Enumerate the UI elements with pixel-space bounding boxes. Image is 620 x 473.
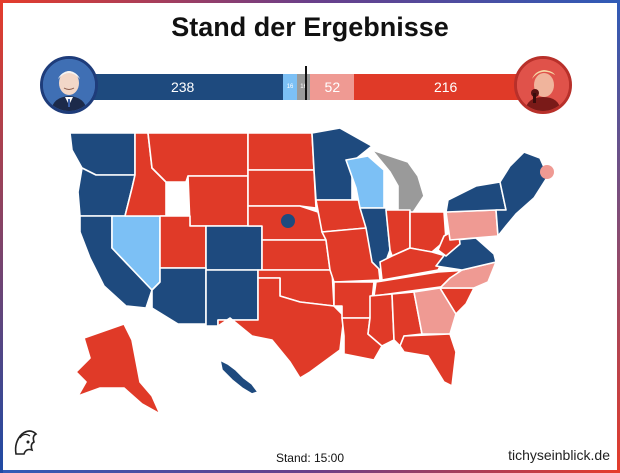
state-az — [151, 267, 207, 325]
state-ky — [379, 247, 447, 281]
dem-leaning-label: 16 — [286, 84, 294, 90]
us-election-map — [69, 127, 554, 415]
dem-called-label: 238 — [170, 79, 195, 95]
rep-leaning-label: 52 — [324, 79, 341, 95]
frame-right — [617, 0, 620, 473]
state-ny — [445, 181, 507, 213]
state-nd — [247, 132, 315, 171]
tichys-einblick-logo — [8, 424, 42, 463]
rep-called-segment: 216 — [354, 74, 537, 100]
rep-called-label: 216 — [433, 79, 458, 95]
state-fl — [399, 333, 457, 387]
dem-leaning-segment: 16 — [283, 74, 297, 100]
state-pa — [445, 209, 499, 241]
ne-district-marker — [281, 214, 295, 228]
timestamp-label: Stand: 15:00 — [275, 451, 345, 465]
state-ms — [367, 293, 395, 347]
state-co — [205, 225, 263, 271]
state-wa — [69, 132, 136, 176]
frame-left — [0, 0, 3, 473]
frame-bottom — [0, 470, 620, 473]
state-hi — [219, 359, 259, 395]
electoral-tally-bar: 238 16 16 52 216 — [82, 74, 537, 100]
state-sd — [247, 169, 317, 209]
joe-biden-portrait — [40, 56, 98, 114]
state-tx — [217, 277, 345, 379]
state-northeast — [495, 151, 549, 237]
frame-top — [0, 0, 620, 3]
site-credit: tichyseinblick.de — [508, 447, 610, 463]
state-ks — [261, 239, 331, 271]
majority-marker — [305, 66, 307, 100]
state-ia — [315, 199, 367, 233]
rep-leaning-segment: 52 — [310, 74, 355, 100]
state-nm — [205, 269, 259, 327]
state-mt — [147, 132, 249, 183]
state-wy — [187, 175, 249, 227]
undecided-label: 16 — [300, 84, 307, 90]
state-ga — [413, 287, 457, 335]
donald-trump-portrait — [514, 56, 572, 114]
page-title: Stand der Ergebnisse — [171, 12, 449, 42]
state-mn — [311, 127, 373, 201]
undecided-segment: 16 — [296, 74, 311, 100]
state-ak — [75, 323, 161, 415]
me-district-marker — [540, 165, 554, 179]
dem-called-segment: 238 — [82, 74, 284, 100]
